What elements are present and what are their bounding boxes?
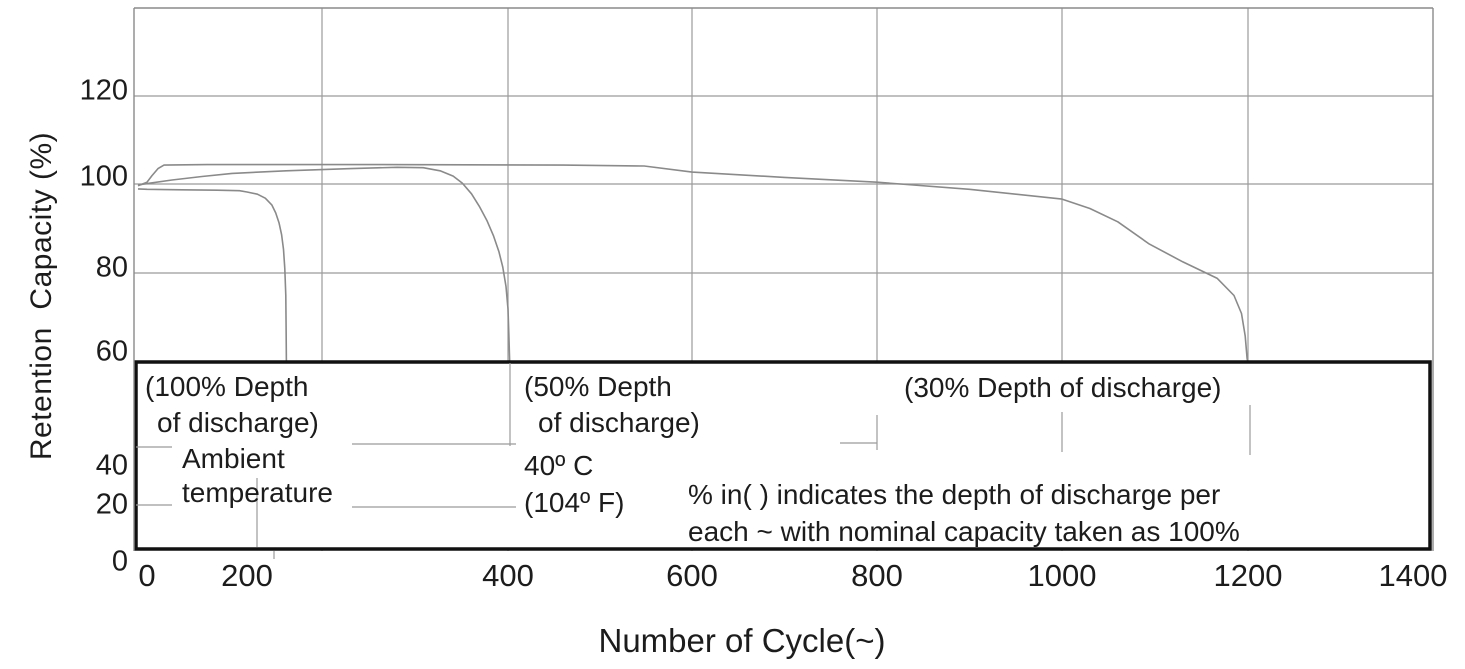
x-tick-label-1000: 1000: [1027, 558, 1097, 593]
curve-series-0: [137, 188, 288, 364]
label-ambient-line1: Ambient: [182, 443, 285, 474]
x-tick-label-200: 200: [221, 558, 273, 593]
y-tick-label-40: 40: [95, 449, 128, 482]
label-40c-line1: 40º C: [524, 450, 594, 481]
x-tick-label-400: 400: [482, 558, 534, 593]
label-100dod-line1: (100% Depth: [145, 371, 309, 402]
label-30dod: (30% Depth of discharge): [904, 372, 1222, 403]
x-tick-label-0: 0: [138, 558, 156, 593]
x-axis-title: Number of Cycle(~): [598, 622, 886, 659]
annotation-box: [134, 360, 1432, 551]
x-tick-label-600: 600: [666, 558, 718, 593]
label-ambient-line2: temperature: [182, 477, 333, 508]
label-100dod-line2: of discharge): [157, 407, 319, 438]
curve-series-1: [137, 166, 511, 364]
label-50dod-line2: of discharge): [538, 407, 700, 438]
note-line1: % in( ) indicates the depth of discharge…: [688, 479, 1221, 510]
y-tick-label-80: 80: [95, 251, 128, 284]
x-tick-label-800: 800: [851, 558, 903, 593]
y-tick-label-120: 120: [79, 74, 128, 107]
curve-series-2: [137, 163, 1249, 364]
y-tick-label-0: 0: [111, 545, 128, 578]
x-tick-label-1200: 1200: [1213, 558, 1283, 593]
y-tick-label-20: 20: [95, 488, 128, 521]
x-tick-label-1400: 1400: [1378, 558, 1448, 593]
label-40c-line2: (104º F): [524, 487, 625, 518]
y-tick-label-100: 100: [79, 160, 128, 193]
label-50dod-line1: (50% Depth: [524, 371, 672, 402]
note-line2: each ~ with nominal capacity taken as 10…: [688, 516, 1240, 547]
y-tick-label-60: 60: [95, 335, 128, 368]
